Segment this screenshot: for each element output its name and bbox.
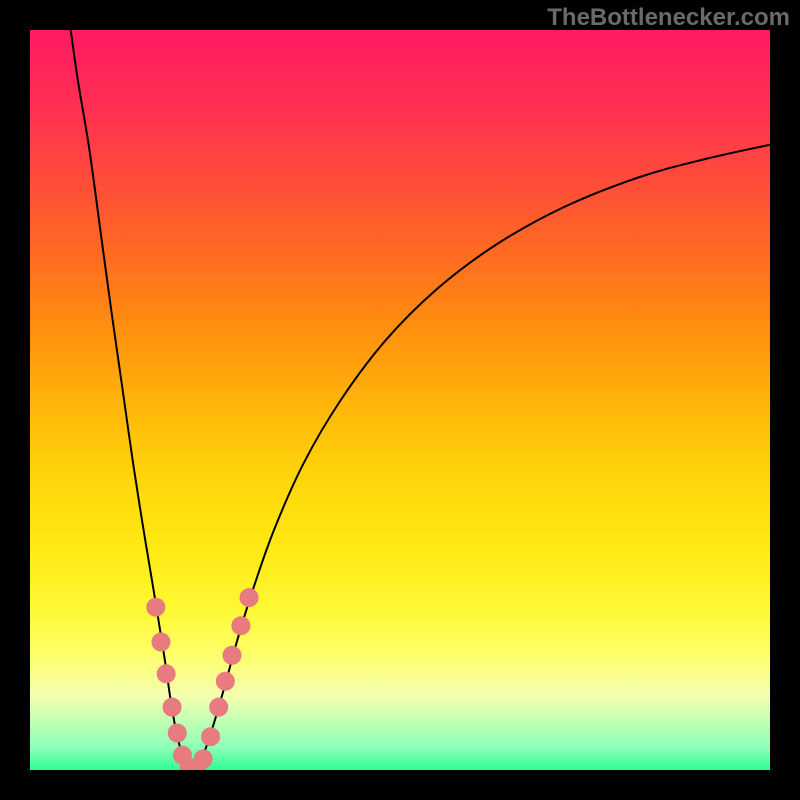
data-marker xyxy=(216,672,234,690)
data-marker xyxy=(223,646,241,664)
chart-container: TheBottlenecker.com xyxy=(0,0,800,800)
data-marker xyxy=(157,665,175,683)
data-marker xyxy=(147,598,165,616)
watermark-text: TheBottlenecker.com xyxy=(547,4,790,32)
curve-left xyxy=(71,30,193,770)
data-marker xyxy=(232,617,250,635)
data-marker xyxy=(202,728,220,746)
data-marker xyxy=(240,589,258,607)
data-marker xyxy=(194,750,212,768)
data-marker xyxy=(163,698,181,716)
chart-svg-layer xyxy=(30,30,770,770)
data-marker xyxy=(210,698,228,716)
data-marker xyxy=(168,724,186,742)
data-marker xyxy=(152,633,170,651)
curve-right xyxy=(193,145,770,770)
